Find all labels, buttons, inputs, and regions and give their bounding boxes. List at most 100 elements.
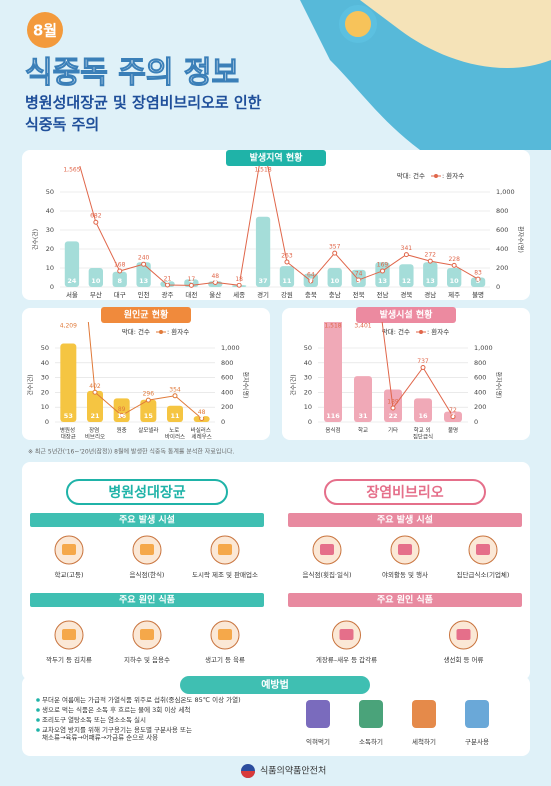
icon [339,629,354,640]
y-tick-label: 0 [50,283,54,291]
icon [218,629,232,640]
bar [327,268,342,287]
point-label: 18 [235,276,243,283]
bar-label: 4 [189,277,194,285]
point-label: 3,401 [354,323,371,330]
x-tick-label: 조리도구 열탕소독 또는 염소소독 실시 [42,715,146,724]
plot [324,322,462,422]
legend-marker [434,174,438,178]
point [450,414,456,420]
point [427,258,433,264]
point-label: 83 [474,270,482,277]
bar-label: 4 [199,412,204,420]
sub-title: 주요 발생 시설 [377,514,433,526]
x-tick-label: 음식점 [325,426,340,434]
icon [476,544,490,555]
point [172,393,178,399]
point-label: 354 [169,386,181,393]
bullet [36,728,40,732]
month: 8월 [33,22,57,40]
legend-label: 막대: 건수 [122,327,150,336]
legend-label: 막대: 건수 [397,171,425,180]
bullet [36,698,40,702]
bar-label: 7 [451,412,456,420]
section-title: 병원성대장균 [108,484,185,501]
sub-title: 주요 발생 시설 [119,514,175,526]
icon [140,544,154,555]
section-title: 장염비브리오 [366,484,443,501]
bar-label: 7 [309,277,314,285]
bar-label: 16 [418,412,428,420]
y-tick-label: 30 [46,226,54,234]
point [165,282,170,288]
legend-label: : 환자수 [442,171,464,180]
y-tick-label: 40 [304,359,312,367]
icon-label: 구분사용 [465,737,489,746]
y2-tick-label: 800 [496,207,508,215]
bar [136,262,151,287]
y-tick-label: 50 [46,188,54,196]
point [284,259,290,265]
point-label: 272 [425,252,437,259]
y-tick-label: 20 [304,388,312,396]
point [93,219,99,225]
y2-axis-title: 환자수(명) [495,372,503,399]
point-label: 228 [448,256,460,263]
point [475,276,481,282]
point [356,277,362,283]
bar-label: 10 [330,277,340,285]
x-tick-label: 원충 [117,426,127,434]
x-tick-label: 충남 [329,290,341,299]
icon [62,544,76,555]
point [380,268,385,274]
x-tick-label: 학교 [358,426,368,434]
point-label: 89 [118,406,126,413]
y-tick-label: 10 [46,264,54,272]
note: ※ 최근 5년간('16~'20년(잠정)) 8월에 발생한 식중독 통계를 분… [28,448,234,456]
icon [398,544,412,555]
x-tick-label: 교차오염 방지를 위해 기구용기는 용도별 구분사용 또는 채소류→육류→어패류… [42,725,194,742]
bar [423,262,438,287]
y-tick-label: 30 [41,374,49,382]
x-tick-label: 경남 [424,290,436,299]
bar [399,264,414,287]
point [261,141,265,145]
sub-banner [288,513,522,527]
point-label: 72 [449,407,457,414]
line [79,166,479,286]
x-tick-label: 대구 [114,291,126,299]
icon [218,544,232,555]
item-label: 게장류–새우 등 갑각류 [316,655,377,664]
point-label: 64 [307,271,315,278]
x-tick-label: 인천 [138,290,150,299]
bar-label: 24 [67,277,77,285]
point [308,278,314,284]
icon-label: 세척하기 [412,737,436,746]
line [87,322,202,419]
point [332,250,338,256]
y2-tick-label: 200 [221,403,233,411]
sub-banner [30,513,264,527]
item-label: 음식점(한식) [130,570,165,579]
x-tick-label: 울산 [209,290,221,299]
y-tick-label: 40 [41,359,49,367]
legend-marker [159,330,163,334]
y2-tick-label: 1,000 [496,188,515,196]
y-tick-label: 10 [304,403,312,411]
bar [447,268,462,287]
y-tick-label: 0 [45,418,49,426]
point-label: 240 [138,255,150,262]
panel [22,150,530,300]
legend-label: 막대: 건수 [382,327,410,336]
chart-title: 발생시설 현황 [380,309,434,321]
point [141,261,147,267]
bar [113,398,130,422]
section-banner [66,479,228,505]
bar [414,398,432,422]
x-tick-label: 충북 [305,290,317,299]
bar-label: 9 [356,277,361,285]
chart-tab [226,150,326,166]
y-axis-title: 건수(건) [32,229,40,250]
title: 식중독 주의 정보 [25,56,239,91]
y2-tick-label: 200 [496,264,508,272]
